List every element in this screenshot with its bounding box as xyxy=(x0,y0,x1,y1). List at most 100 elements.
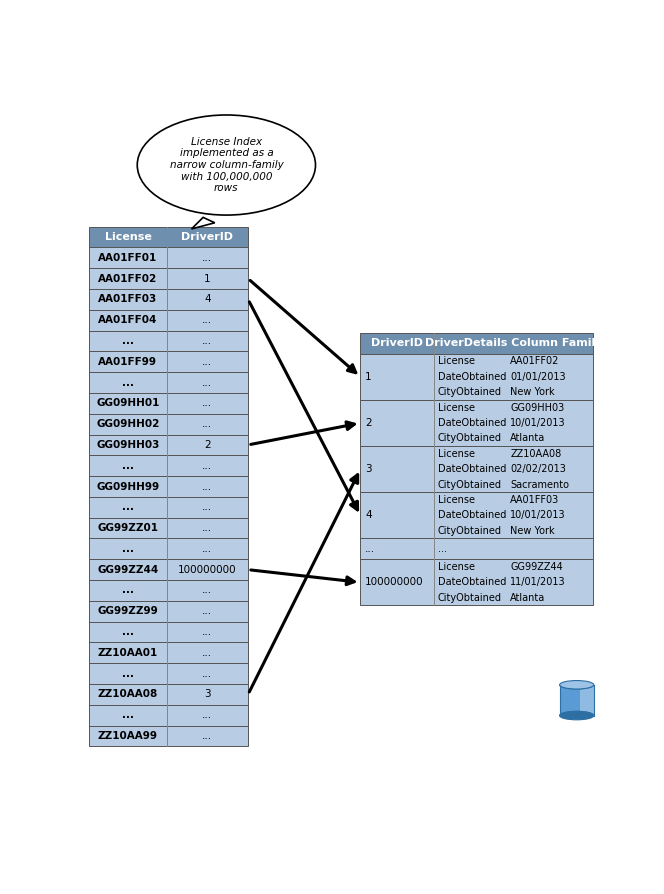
FancyBboxPatch shape xyxy=(89,560,167,580)
Text: ...: ... xyxy=(122,586,134,595)
FancyBboxPatch shape xyxy=(167,663,248,684)
FancyBboxPatch shape xyxy=(167,310,248,331)
Text: DateObtained: DateObtained xyxy=(438,578,507,587)
Text: AA01FF02: AA01FF02 xyxy=(511,357,560,367)
FancyBboxPatch shape xyxy=(89,643,167,663)
Text: License Index
implemented as a
narrow column-family
with 100,000,000
rows: License Index implemented as a narrow co… xyxy=(169,137,284,193)
Text: GG99ZZ44: GG99ZZ44 xyxy=(511,562,563,572)
FancyBboxPatch shape xyxy=(167,393,248,414)
Text: CityObtained: CityObtained xyxy=(438,434,502,443)
Text: ...: ... xyxy=(203,253,212,263)
Ellipse shape xyxy=(137,115,315,215)
Text: 1: 1 xyxy=(365,372,372,382)
FancyBboxPatch shape xyxy=(167,621,248,643)
FancyBboxPatch shape xyxy=(89,704,167,726)
FancyBboxPatch shape xyxy=(89,580,167,601)
Text: CityObtained: CityObtained xyxy=(438,526,502,536)
Text: ...: ... xyxy=(203,523,212,533)
Text: ...: ... xyxy=(122,336,134,346)
FancyBboxPatch shape xyxy=(89,248,167,268)
Text: ...: ... xyxy=(203,502,212,512)
Text: ...: ... xyxy=(203,710,212,721)
FancyBboxPatch shape xyxy=(167,268,248,289)
Text: ...: ... xyxy=(203,648,212,658)
Text: AA01FF03: AA01FF03 xyxy=(98,294,157,304)
FancyBboxPatch shape xyxy=(167,684,248,704)
FancyBboxPatch shape xyxy=(434,538,593,560)
Text: 02/02/2013: 02/02/2013 xyxy=(511,464,566,474)
FancyBboxPatch shape xyxy=(167,560,248,580)
Text: ZZ10AA99: ZZ10AA99 xyxy=(98,731,158,741)
Text: DriverID: DriverID xyxy=(371,338,423,349)
Text: Atlanta: Atlanta xyxy=(511,434,546,443)
FancyBboxPatch shape xyxy=(167,580,248,601)
Text: ...: ... xyxy=(203,316,212,325)
FancyBboxPatch shape xyxy=(89,663,167,684)
FancyBboxPatch shape xyxy=(434,493,593,538)
FancyBboxPatch shape xyxy=(361,446,434,493)
FancyBboxPatch shape xyxy=(167,434,248,455)
FancyBboxPatch shape xyxy=(89,351,167,372)
Text: Sacramento: Sacramento xyxy=(511,479,569,490)
FancyBboxPatch shape xyxy=(89,227,248,248)
Text: 100000000: 100000000 xyxy=(365,578,424,587)
Text: ...: ... xyxy=(203,731,212,741)
Text: DriverDetails Column Family: DriverDetails Column Family xyxy=(425,338,602,349)
Text: License: License xyxy=(438,402,475,412)
FancyBboxPatch shape xyxy=(167,538,248,560)
FancyBboxPatch shape xyxy=(89,434,167,455)
Text: GG09HH01: GG09HH01 xyxy=(96,399,159,409)
FancyBboxPatch shape xyxy=(167,289,248,310)
Text: ...: ... xyxy=(203,419,212,429)
FancyBboxPatch shape xyxy=(560,685,594,715)
FancyBboxPatch shape xyxy=(167,372,248,393)
Text: 3: 3 xyxy=(204,689,210,699)
FancyBboxPatch shape xyxy=(361,400,434,446)
Text: License: License xyxy=(104,232,151,242)
Text: DateObtained: DateObtained xyxy=(438,418,507,428)
Text: 4: 4 xyxy=(365,510,372,520)
FancyBboxPatch shape xyxy=(89,477,167,497)
Text: 1: 1 xyxy=(204,274,210,283)
FancyBboxPatch shape xyxy=(167,518,248,538)
Text: 3: 3 xyxy=(365,464,372,474)
Text: ...: ... xyxy=(122,627,134,637)
Text: 11/01/2013: 11/01/2013 xyxy=(511,578,566,587)
Text: 10/01/2013: 10/01/2013 xyxy=(511,418,566,428)
Text: 100000000: 100000000 xyxy=(178,565,236,575)
Text: ...: ... xyxy=(203,544,212,554)
Text: CityObtained: CityObtained xyxy=(438,479,502,490)
Text: GG99ZZ44: GG99ZZ44 xyxy=(98,565,159,575)
Text: ...: ... xyxy=(122,710,134,721)
Text: DateObtained: DateObtained xyxy=(438,372,507,382)
Text: ...: ... xyxy=(365,544,375,554)
Text: ZZ10AA08: ZZ10AA08 xyxy=(98,689,158,699)
FancyBboxPatch shape xyxy=(361,560,434,605)
Text: GG99ZZ01: GG99ZZ01 xyxy=(98,523,159,533)
Polygon shape xyxy=(191,217,214,229)
Text: AA01FF02: AA01FF02 xyxy=(98,274,157,283)
Text: AA01FF03: AA01FF03 xyxy=(511,495,560,505)
FancyBboxPatch shape xyxy=(167,414,248,434)
Text: GG09HH03: GG09HH03 xyxy=(511,402,564,412)
FancyBboxPatch shape xyxy=(580,685,594,715)
Text: ...: ... xyxy=(122,377,134,388)
FancyBboxPatch shape xyxy=(89,601,167,621)
Text: ZZ10AA08: ZZ10AA08 xyxy=(511,449,562,459)
Text: 2: 2 xyxy=(204,440,210,450)
Text: ...: ... xyxy=(203,606,212,616)
Text: ...: ... xyxy=(122,544,134,554)
FancyBboxPatch shape xyxy=(89,497,167,518)
FancyBboxPatch shape xyxy=(361,538,434,560)
FancyBboxPatch shape xyxy=(89,726,167,746)
Text: 2: 2 xyxy=(365,418,372,428)
Text: ...: ... xyxy=(122,460,134,471)
FancyBboxPatch shape xyxy=(89,289,167,310)
FancyBboxPatch shape xyxy=(434,354,593,400)
Text: GG09HH03: GG09HH03 xyxy=(96,440,159,450)
Text: ...: ... xyxy=(203,482,212,492)
Text: License: License xyxy=(438,357,475,367)
Ellipse shape xyxy=(560,680,594,689)
FancyBboxPatch shape xyxy=(89,268,167,289)
Text: ...: ... xyxy=(203,460,212,471)
